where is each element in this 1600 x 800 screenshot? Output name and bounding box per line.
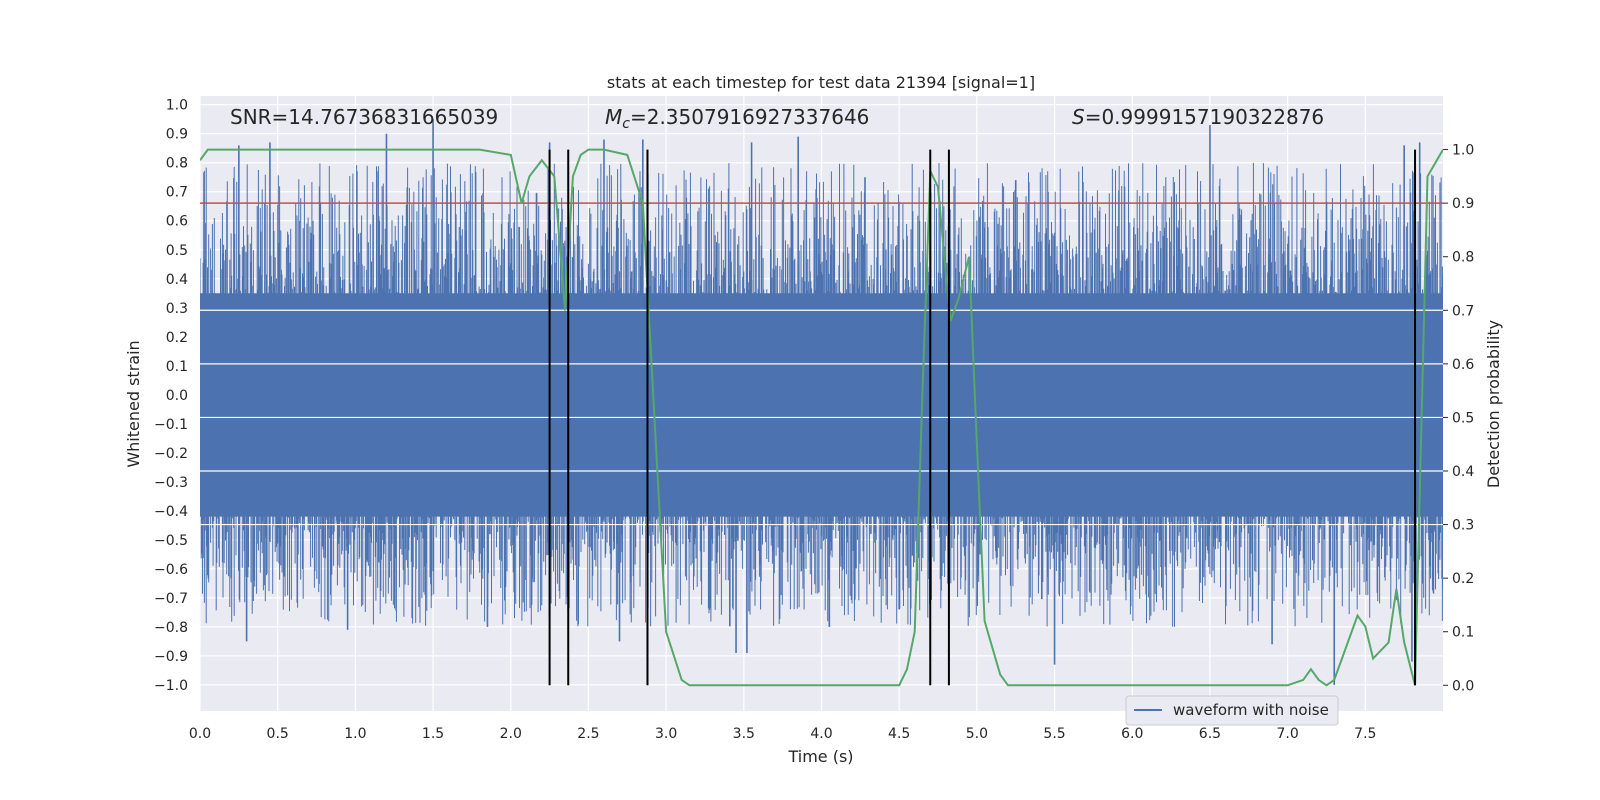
legend-box (1125, 695, 1339, 726)
y-tick-label: −0.6 (154, 562, 188, 578)
y-tick-label: −0.9 (154, 649, 188, 665)
x-tick-label: 6.5 (1199, 726, 1221, 742)
y2-tick-label: 0.7 (1452, 303, 1474, 319)
y2-tick-label: 1.0 (1452, 143, 1474, 159)
x-tick-label: 1.0 (344, 726, 366, 742)
y-tick-label: 0.8 (166, 156, 188, 172)
y-tick-label: −0.5 (154, 533, 188, 549)
chirp-mass-subscript: c (622, 116, 630, 132)
y-tick-label: 0.5 (166, 243, 188, 259)
y-tick-label: −0.1 (154, 417, 188, 433)
y-axis-label: Whitened strain (124, 340, 143, 467)
y2-tick-label: 0.9 (1452, 196, 1474, 212)
y2-tick-label: 0.1 (1452, 625, 1474, 641)
x-tick-label: 4.5 (888, 726, 910, 742)
y-tick-label: −0.7 (154, 591, 188, 607)
y2-tick-label: 0.0 (1452, 678, 1474, 694)
y-tick-label: −0.8 (154, 620, 188, 636)
x-tick-label: 7.0 (1276, 726, 1298, 742)
x-tick-label: 4.0 (810, 726, 832, 742)
snr-annotation: SNR=14.76736831665039 (230, 105, 498, 129)
y-tick-label: 0.3 (166, 301, 188, 317)
y-tick-label: −0.3 (154, 475, 188, 491)
x-tick-label: 3.5 (733, 726, 755, 742)
x-tick-label: 5.5 (1043, 726, 1065, 742)
x-axis-label: Time (s) (787, 747, 853, 766)
x-tick-label: 5.0 (966, 726, 988, 742)
y-tick-label: 0.4 (166, 272, 188, 288)
y2-tick-label: 0.4 (1452, 464, 1474, 480)
vertical-markers (548, 149, 1417, 686)
chart-title: stats at each timestep for test data 213… (607, 73, 1035, 92)
y2-axis-label: Detection probability (1484, 320, 1503, 488)
x-tick-label: 3.0 (655, 726, 677, 742)
chirp-mass-annotation: Mc=2.3507916927337646 (605, 105, 869, 132)
x-tick-label: 7.5 (1354, 726, 1376, 742)
y-tick-label: 0.9 (166, 127, 188, 143)
y2-tick-label: 0.5 (1452, 410, 1474, 426)
y-tick-label: −1.0 (154, 678, 188, 694)
chirp-mass-symbol: M (605, 105, 622, 129)
secondary-grid-lines (200, 309, 1443, 526)
score-symbol: S (1072, 105, 1085, 129)
x-axis-ticks: 0.0 0.5 1.0 1.5 2.0 2.5 3.0 3.5 4.0 4.5 5.0 5.5 6.0 6… (189, 726, 1377, 742)
y-tick-label: 0.7 (166, 185, 188, 201)
x-tick-label: 0.0 (189, 726, 211, 742)
waveform-oscillations (200, 162, 1443, 627)
chirp-mass-value: =2.3507916927337646 (630, 105, 869, 129)
score-annotation: S=0.9999157190322876 (1072, 105, 1324, 129)
y2-tick-label: 0.2 (1452, 571, 1474, 587)
x-tick-label: 0.5 (267, 726, 289, 742)
y-axis-ticks: 1.0 0.9 0.8 0.7 0.6 0.5 0.4 0.3 0.2 0.1 0.0 −0.1 −0.… (154, 98, 188, 694)
x-tick-label: 2.5 (577, 726, 599, 742)
y2-tick-label: 0.8 (1452, 250, 1474, 266)
y-tick-label: −0.4 (154, 504, 188, 520)
y2-tick-label: 0.6 (1452, 357, 1474, 373)
waveform-series (200, 119, 1443, 685)
y-tick-label: 0.0 (166, 388, 188, 404)
y-tick-label: 0.6 (166, 214, 188, 230)
y2-axis-ticks: 1.0 0.9 0.8 0.7 0.6 0.5 0.4 0.3 0.2 0.1 0.0 (1443, 143, 1474, 694)
y-tick-label: 0.1 (166, 359, 188, 375)
score-value: =0.9999157190322876 (1085, 105, 1324, 129)
x-tick-label: 1.5 (422, 726, 444, 742)
y2-tick-label: 0.3 (1452, 518, 1474, 534)
y-tick-label: −0.2 (154, 446, 188, 462)
x-tick-label: 6.0 (1121, 726, 1143, 742)
x-tick-label: 2.0 (500, 726, 522, 742)
legend: waveform with noise (1125, 695, 1339, 726)
y-tick-label: 0.2 (166, 330, 188, 346)
y-tick-label: 1.0 (166, 98, 188, 114)
legend-label: waveform with noise (1173, 701, 1329, 719)
detection-probability-line (200, 148, 1443, 687)
